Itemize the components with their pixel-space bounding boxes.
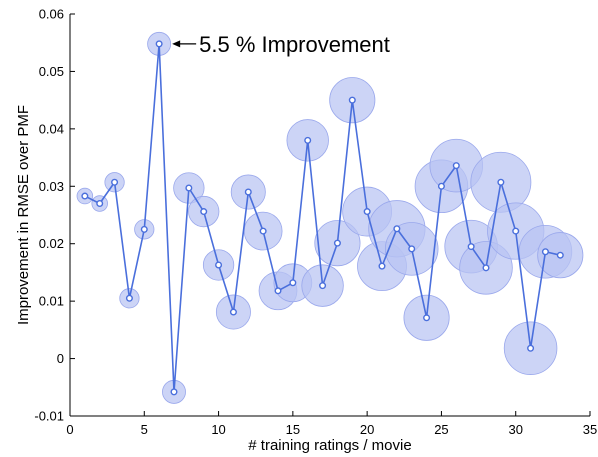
data-point xyxy=(423,314,431,322)
data-point xyxy=(378,262,386,270)
data-point xyxy=(527,344,535,352)
data-point xyxy=(452,162,460,170)
y-axis-title: Improvement in RMSE over PMF xyxy=(15,105,32,325)
data-point xyxy=(259,227,267,235)
x-tick-label: 15 xyxy=(286,422,300,437)
data-point xyxy=(304,136,312,144)
y-tick-label: 0.05 xyxy=(39,64,64,79)
x-tick-label: 10 xyxy=(211,422,225,437)
y-tick-label: 0.01 xyxy=(39,294,64,309)
data-point xyxy=(274,287,282,295)
data-point xyxy=(363,208,371,216)
axes: 0 5 10 15 20 25 30 35-0.0100.010.020.030.040.05… xyxy=(34,7,597,438)
y-tick-label: 0.06 xyxy=(39,7,64,22)
series-polyline xyxy=(84,43,561,393)
x-tick-label: 35 xyxy=(583,422,597,437)
series-line xyxy=(84,43,561,393)
annotation-text: 5.5 % Improvement xyxy=(199,32,390,57)
y-tick-label: 0 xyxy=(57,351,64,366)
data-point xyxy=(200,208,208,216)
data-point xyxy=(512,227,520,235)
data-point xyxy=(215,261,223,269)
data-point xyxy=(140,225,148,233)
data-point xyxy=(319,282,327,290)
data-point xyxy=(393,225,401,233)
bubbles xyxy=(76,31,584,404)
x-tick-label: 0 xyxy=(66,422,73,437)
x-tick-label: 5 xyxy=(141,422,148,437)
data-point xyxy=(541,248,549,256)
data-point xyxy=(408,245,416,253)
data-point xyxy=(556,251,564,259)
y-tick-label: 0.03 xyxy=(39,179,64,194)
data-point xyxy=(229,308,237,316)
x-tick-label: 20 xyxy=(360,422,374,437)
data-point xyxy=(348,96,356,104)
points xyxy=(81,40,564,396)
y-tick-label: -0.01 xyxy=(34,409,64,424)
data-point xyxy=(185,184,193,192)
x-axis-title: # training ratings / movie xyxy=(248,437,411,454)
annotation: 5.5 % Improvement xyxy=(172,32,390,57)
data-point xyxy=(289,279,297,287)
data-point xyxy=(125,294,133,302)
y-tick-label: 0.02 xyxy=(39,236,64,251)
y-tick-label: 0.04 xyxy=(39,121,64,136)
data-point xyxy=(81,192,89,200)
data-point xyxy=(96,200,104,208)
x-tick-label: 30 xyxy=(508,422,522,437)
data-point xyxy=(333,239,341,247)
x-tick-label: 25 xyxy=(434,422,448,437)
data-point xyxy=(244,188,252,196)
data-point xyxy=(170,388,178,396)
data-point xyxy=(497,178,505,186)
data-point xyxy=(482,264,490,272)
annotation-arrow-head xyxy=(172,40,181,48)
data-point xyxy=(437,182,445,190)
data-point xyxy=(111,178,119,186)
data-point xyxy=(155,40,163,48)
data-point xyxy=(467,243,475,251)
